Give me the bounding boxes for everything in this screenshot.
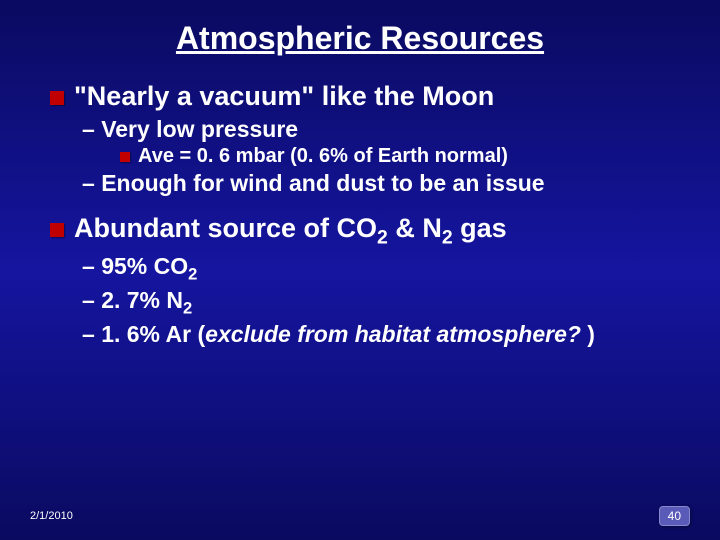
- bullet-text: Ave = 0. 6 mbar (0. 6% of Earth normal): [138, 145, 508, 168]
- spacer: [40, 199, 680, 213]
- dash-bullet: – 95% CO2: [82, 253, 197, 279]
- dash-bullet: – Very low pressure: [82, 116, 298, 142]
- sub-text: Very low pressure: [101, 116, 298, 142]
- t: 1. 6% Ar (: [101, 321, 205, 347]
- bullet-level1: "Nearly a vacuum" like the Moon: [50, 81, 680, 112]
- square-bullet-icon: [120, 152, 130, 162]
- t: Abundant source of CO: [74, 213, 377, 243]
- bullet-text: "Nearly a vacuum" like the Moon: [74, 81, 494, 112]
- square-bullet-icon: [50, 91, 64, 105]
- t: gas: [453, 213, 507, 243]
- square-bullet-icon: [50, 223, 64, 237]
- dash: –: [82, 253, 101, 279]
- dash: –: [82, 321, 101, 347]
- dash-bullet: – Enough for wind and dust to be an issu…: [82, 170, 545, 196]
- subscript: 2: [183, 299, 192, 318]
- bullet-level2: – 95% CO2: [82, 253, 680, 285]
- dash-bullet: – 2. 7% N2: [82, 287, 192, 313]
- italic-text: exclude from habitat atmosphere?: [205, 321, 587, 347]
- slide-number: 40: [659, 506, 690, 526]
- footer-date: 2/1/2010: [30, 510, 73, 522]
- dash: –: [82, 170, 101, 196]
- bullet-level2: – Very low pressure: [82, 116, 680, 143]
- bullet-level1: Abundant source of CO2 & N2 gas: [50, 213, 680, 249]
- dash: –: [82, 116, 101, 142]
- subscript: 2: [188, 265, 197, 284]
- sub-text: Enough for wind and dust to be an issue: [101, 170, 544, 196]
- bullet-level2: – 2. 7% N2: [82, 287, 680, 319]
- t: 2. 7% N: [101, 287, 183, 313]
- t: 95% CO: [101, 253, 188, 279]
- dash: –: [82, 287, 101, 313]
- bullet-level2: – Enough for wind and dust to be an issu…: [82, 170, 680, 197]
- bullet-level2: – 1. 6% Ar (exclude from habitat atmosph…: [82, 321, 680, 348]
- dash-bullet: – 1. 6% Ar (exclude from habitat atmosph…: [82, 321, 595, 347]
- bullet-text: Abundant source of CO2 & N2 gas: [74, 213, 507, 249]
- subscript: 2: [377, 226, 388, 248]
- slide-title: Atmospheric Resources: [40, 20, 680, 57]
- t: & N: [388, 213, 442, 243]
- subscript: 2: [442, 226, 453, 248]
- bullet-level3: Ave = 0. 6 mbar (0. 6% of Earth normal): [120, 145, 680, 168]
- t: ): [587, 321, 595, 347]
- slide: Atmospheric Resources "Nearly a vacuum" …: [0, 0, 720, 540]
